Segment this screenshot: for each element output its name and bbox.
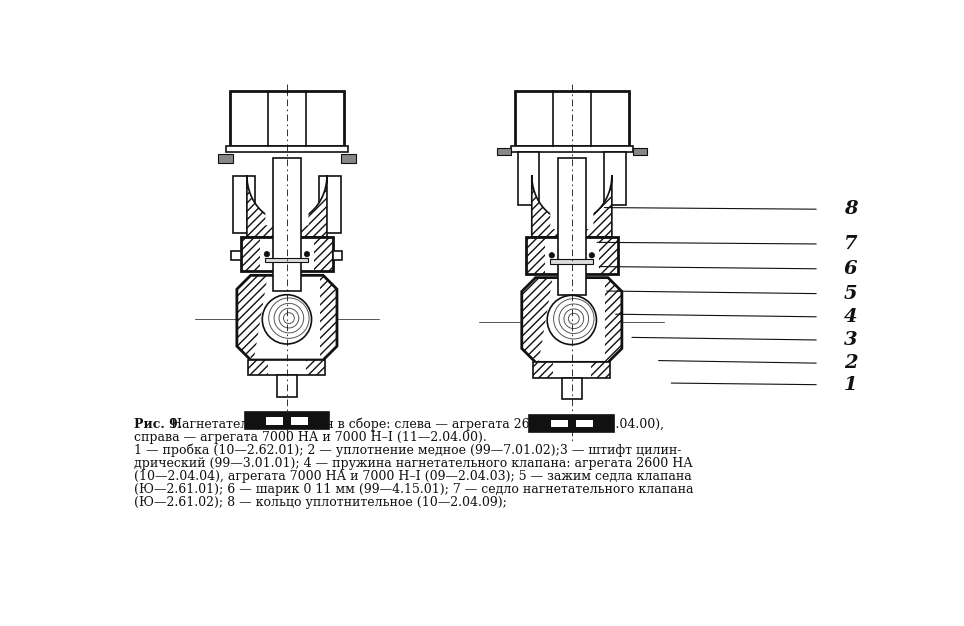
Bar	[529, 414, 614, 432]
Bar	[576, 420, 593, 428]
Bar	[550, 259, 594, 264]
Bar	[291, 418, 308, 425]
Bar	[319, 177, 341, 233]
Polygon shape	[237, 275, 337, 360]
Bar	[511, 146, 632, 152]
Polygon shape	[247, 175, 327, 237]
Text: 6: 6	[844, 260, 857, 278]
Polygon shape	[265, 183, 308, 225]
Polygon shape	[550, 183, 594, 229]
Text: 4: 4	[844, 308, 857, 326]
Bar	[241, 237, 334, 272]
Bar	[533, 362, 610, 377]
Bar	[277, 376, 297, 397]
Bar	[249, 360, 268, 376]
Text: 1 — пробка (10—2.62.01); 2 — уплотнение медное (99—7.01.02);3 — штифт цилин-: 1 — пробка (10—2.62.01); 2 — уплотнение …	[134, 444, 682, 458]
Bar	[231, 250, 241, 260]
Bar	[314, 237, 334, 272]
Bar	[533, 362, 552, 377]
Bar	[558, 158, 586, 295]
Bar	[515, 91, 629, 146]
Bar	[265, 258, 308, 262]
Bar	[591, 362, 610, 377]
Text: 1: 1	[844, 376, 857, 394]
Text: 8: 8	[844, 200, 857, 218]
Bar	[230, 91, 344, 146]
Text: 5: 5	[844, 285, 857, 302]
Text: Рис. 9.: Рис. 9.	[134, 418, 182, 431]
Text: справа — агрегата 7000 НА и 7000 Н–I (11—2.04.00).: справа — агрегата 7000 НА и 7000 Н–I (11…	[134, 431, 487, 444]
Bar	[245, 413, 330, 429]
Bar	[497, 148, 511, 155]
Bar	[518, 152, 540, 205]
Text: (Ю—2.61.02); 8 — кольцо уплотнительное (10—2.04.09);: (Ю—2.61.02); 8 — кольцо уплотнительное (…	[134, 496, 507, 510]
Polygon shape	[522, 277, 622, 362]
Bar	[599, 237, 618, 274]
Text: 2: 2	[844, 354, 857, 372]
Text: 3: 3	[844, 331, 857, 349]
Bar	[307, 360, 326, 376]
Text: 7: 7	[844, 235, 857, 253]
Text: дрический (99—3.01.01); 4 — пружина нагнетательного клапана: агрегата 2600 НА: дрический (99—3.01.01); 4 — пружина нагн…	[134, 457, 693, 470]
Circle shape	[262, 295, 311, 344]
Bar	[341, 153, 357, 163]
Text: Нагнетательный клапан в сборе: слева — агрегата 2600 НА (10—2.04.00),: Нагнетательный клапан в сборе: слева — а…	[167, 418, 664, 431]
Circle shape	[264, 252, 270, 257]
Bar	[525, 237, 545, 274]
Circle shape	[549, 253, 554, 258]
Bar	[233, 177, 254, 233]
Text: (10—2.04.04), агрегата 7000 НА и 7000 Н–I (09—2.04.03); 5 — зажим седла клапана: (10—2.04.04), агрегата 7000 НА и 7000 Н–…	[134, 470, 692, 483]
Circle shape	[305, 252, 309, 257]
Circle shape	[589, 253, 595, 258]
Bar	[218, 153, 233, 163]
Bar	[227, 146, 348, 152]
Bar	[249, 360, 326, 376]
Polygon shape	[532, 175, 612, 237]
Bar	[525, 237, 618, 274]
Bar	[551, 420, 568, 428]
Bar	[562, 377, 582, 399]
Bar	[241, 237, 260, 272]
Text: (Ю—2.61.01); 6 — шарик 0 11 мм (99—4.15.01); 7 — седло нагнетательного клапана: (Ю—2.61.01); 6 — шарик 0 11 мм (99—4.15.…	[134, 483, 694, 496]
Bar	[273, 158, 301, 290]
Bar	[604, 152, 626, 205]
Bar	[266, 418, 283, 425]
Bar	[632, 148, 647, 155]
Bar	[334, 250, 342, 260]
Circle shape	[548, 295, 597, 345]
